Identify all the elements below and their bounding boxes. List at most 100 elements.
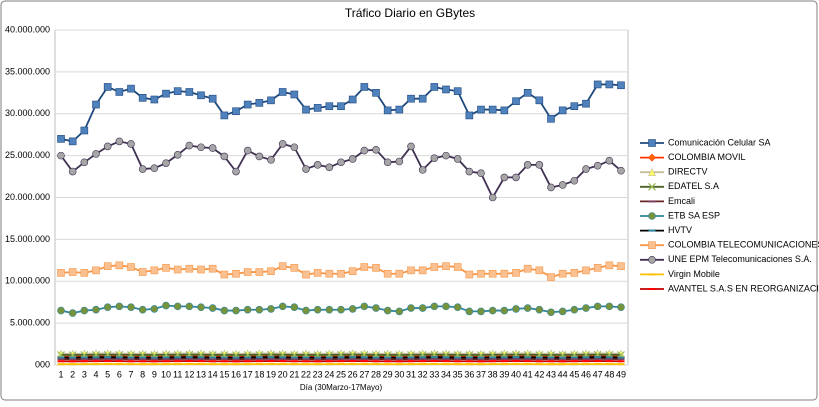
data-point [396,360,403,362]
data-point [559,107,566,114]
legend-label: AVANTEL S.A.S EN REORGANIZACION [668,283,819,293]
x-tick-label: 14 [208,369,218,379]
data-point [478,363,485,365]
data-point [116,138,123,145]
data-point [466,112,473,119]
x-tick-label: 15 [219,369,229,379]
data-point [256,269,263,276]
data-point [536,161,543,168]
data-point [408,356,415,358]
legend-swatch-marker [649,288,656,290]
data-point [163,360,170,362]
data-point [198,304,205,311]
data-point [583,360,590,362]
data-point [478,270,485,277]
x-tick-label: 38 [488,369,498,379]
data-point [594,360,601,362]
data-point [536,357,543,359]
x-tick-label: 33 [429,369,439,379]
data-point [606,360,613,362]
data-point [209,145,216,152]
data-point [186,360,193,362]
x-tick-label: 47 [593,369,603,379]
x-tick-label: 39 [499,369,509,379]
data-point [548,360,555,362]
data-point [128,140,135,147]
x-tick-label: 3 [82,369,87,379]
data-point [244,101,251,108]
y-tick-label: 35.000.000 [5,66,50,76]
data-point [58,360,65,362]
legend-label: ETB SA ESP [668,210,720,220]
data-point [291,304,298,311]
data-point [268,156,275,163]
data-point [93,306,100,313]
data-point [559,363,566,365]
legend-label: Emcali [668,196,695,206]
y-tick-label: 10.000.000 [5,276,50,286]
data-point [139,360,146,362]
x-tick-label: 35 [453,369,463,379]
data-point [454,357,461,359]
x-tick-label: 45 [569,369,579,379]
data-point [583,363,590,365]
data-point [291,357,298,359]
data-point [104,360,111,362]
data-point [384,363,391,365]
data-point [303,166,310,173]
data-point [396,158,403,165]
data-point [373,89,380,96]
data-point [69,357,76,359]
x-tick-label: 24 [324,369,334,379]
x-tick-label: 49 [616,369,626,379]
data-point [244,360,251,362]
data-point [361,363,368,365]
data-point [151,357,158,359]
data-point [314,360,321,362]
x-tick-label: 27 [359,369,369,379]
data-point [233,168,240,175]
data-point [268,356,275,358]
data-point [606,363,613,365]
legend-swatch-marker [649,273,656,275]
data-point [618,304,625,311]
data-point [396,270,403,277]
data-point [209,305,216,312]
data-point [174,363,181,365]
data-point [279,303,286,310]
x-tick-label: 31 [406,369,416,379]
x-tick-label: 6 [117,369,122,379]
data-point [501,174,508,181]
data-point [338,159,345,166]
data-point [524,305,531,312]
data-point [151,363,158,365]
y-tick-label: 15.000.000 [5,234,50,244]
data-point [268,97,275,104]
data-point [571,356,578,358]
data-point [489,360,496,362]
data-point [408,267,415,274]
data-point [279,263,286,270]
x-axis-title: Día (30Marzo-17Mayo) [300,383,383,392]
data-point [443,152,450,159]
data-point [244,306,251,313]
data-point [559,181,566,188]
data-point [618,82,625,89]
data-point [279,88,286,95]
data-point [116,303,123,310]
data-point [571,177,578,184]
data-point [93,360,100,362]
data-point [221,356,228,358]
data-point [536,306,543,313]
data-point [606,262,613,269]
data-point [606,303,613,310]
x-tick-label: 8 [140,369,145,379]
data-point [221,271,228,278]
data-point [326,103,333,110]
data-point [489,270,496,277]
x-tick-label: 20 [278,369,288,379]
data-point [198,144,205,151]
x-tick-label: 18 [254,369,264,379]
data-point [419,360,426,362]
